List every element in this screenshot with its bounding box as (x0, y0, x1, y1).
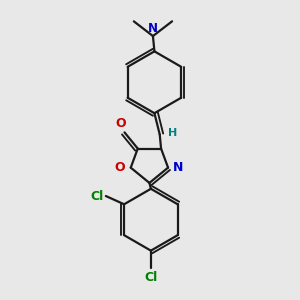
Text: N: N (148, 22, 158, 34)
Text: Cl: Cl (90, 190, 104, 202)
Text: O: O (115, 161, 125, 174)
Text: N: N (173, 161, 184, 174)
Text: H: H (168, 128, 177, 138)
Text: O: O (116, 117, 126, 130)
Text: Cl: Cl (144, 271, 158, 284)
